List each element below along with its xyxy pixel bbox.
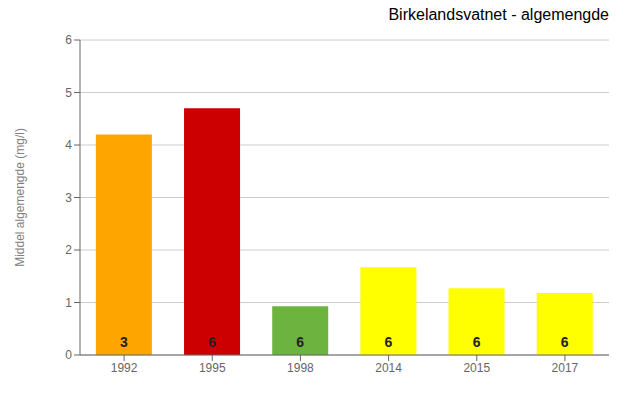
svg-text:2015: 2015	[463, 361, 490, 375]
svg-text:5: 5	[65, 86, 72, 100]
svg-text:2: 2	[65, 243, 72, 257]
svg-text:6: 6	[561, 334, 569, 350]
svg-text:6: 6	[384, 334, 392, 350]
svg-text:3: 3	[120, 334, 128, 350]
svg-text:6: 6	[473, 334, 481, 350]
svg-text:4: 4	[65, 138, 72, 152]
svg-text:1995: 1995	[199, 361, 226, 375]
svg-text:3: 3	[65, 191, 72, 205]
svg-text:1: 1	[65, 296, 72, 310]
svg-text:6: 6	[65, 33, 72, 47]
svg-text:1998: 1998	[287, 361, 314, 375]
svg-text:6: 6	[296, 334, 304, 350]
svg-text:2017: 2017	[552, 361, 579, 375]
svg-text:6: 6	[208, 334, 216, 350]
svg-text:Middel algemengde (mg/l): Middel algemengde (mg/l)	[13, 128, 27, 267]
svg-text:2014: 2014	[375, 361, 402, 375]
svg-text:1992: 1992	[111, 361, 138, 375]
svg-text:0: 0	[65, 348, 72, 362]
html-text:Birkelandsvatnet - algemengde: Birkelandsvatnet - algemengde	[388, 6, 609, 23]
